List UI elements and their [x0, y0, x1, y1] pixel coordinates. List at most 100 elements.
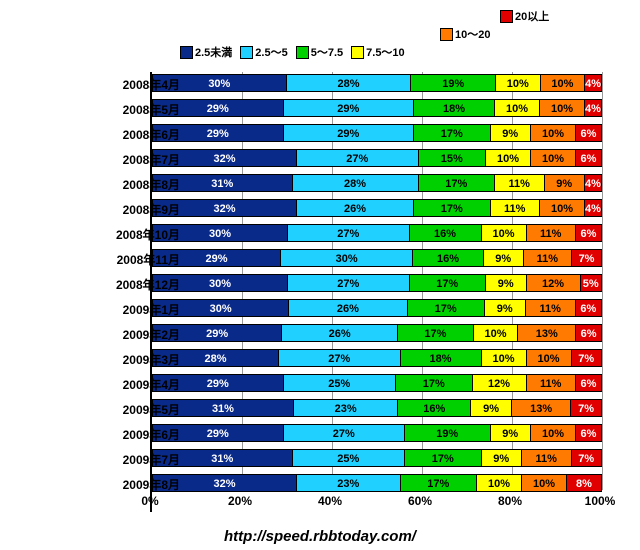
bar-row: 29%30%16%9%11%7% [152, 249, 602, 267]
bar-segment: 5% [580, 274, 603, 292]
bar-segment: 10% [476, 474, 521, 492]
bar-segment: 15% [418, 149, 486, 167]
bar-row: 31%28%17%11%9%4% [152, 174, 602, 192]
bar-segment: 6% [575, 149, 602, 167]
bar-segment: 27% [278, 349, 400, 367]
bar-row: 30%27%17%9%12%5% [152, 274, 602, 292]
bar-segment: 8% [566, 474, 602, 492]
legend-label: 7.5～10 [366, 44, 405, 60]
bar-segment: 10% [540, 74, 585, 92]
x-axis-label: 80% [498, 494, 522, 508]
bar-segment: 9% [490, 124, 531, 142]
bar-row: 30%26%17%9%11%6% [152, 299, 602, 317]
bar-segment: 10% [494, 99, 539, 117]
bar-segment: 17% [409, 274, 486, 292]
bar-segment: 25% [283, 374, 396, 392]
bar-row: 29%29%17%9%10%6% [152, 124, 602, 142]
bar-segment: 7% [570, 399, 602, 417]
legend-label: 2.5未満 [195, 44, 232, 60]
bar-segment: 16% [397, 399, 470, 417]
x-axis-label: 20% [228, 494, 252, 508]
bar-segment: 9% [481, 449, 522, 467]
legend-label: 5～7.5 [311, 44, 343, 60]
bar-segment: 12% [472, 374, 526, 392]
bar-segment: 6% [575, 299, 602, 317]
bar-segment: 9% [485, 274, 526, 292]
legend: 20以上 [500, 8, 557, 26]
bar-segment: 4% [584, 99, 602, 117]
bar-segment: 17% [404, 449, 481, 467]
bar-segment: 17% [395, 374, 472, 392]
bar-segment: 11% [494, 174, 544, 192]
bar-segment: 17% [418, 174, 495, 192]
bar-segment: 9% [470, 399, 511, 417]
bar-segment: 30% [280, 249, 412, 267]
bar-segment: 27% [283, 424, 405, 442]
bar-segment: 11% [521, 449, 571, 467]
y-axis-label: 2008年5月 [60, 101, 180, 118]
bar-segment: 18% [413, 99, 494, 117]
legend-item: 2.5～5 [240, 44, 287, 60]
bar-segment: 26% [296, 199, 413, 217]
bar-segment: 7% [571, 449, 603, 467]
legend-label: 20以上 [515, 8, 549, 24]
bar-row: 31%25%17%9%11%7% [152, 449, 602, 467]
bar-segment: 10% [485, 149, 530, 167]
bar-segment: 23% [293, 399, 398, 417]
bar-segment: 4% [584, 174, 602, 192]
bar-row: 30%28%19%10%10%4% [152, 74, 602, 92]
y-axis-label: 2009年7月 [60, 451, 180, 468]
bar-segment: 10% [539, 99, 584, 117]
bar-segment: 9% [490, 424, 531, 442]
bar-segment: 11% [490, 199, 540, 217]
bar-segment: 18% [400, 349, 481, 367]
bar-row: 29%25%17%12%11%6% [152, 374, 602, 392]
bar-segment: 17% [397, 324, 473, 342]
y-axis-label: 2008年10月 [60, 226, 180, 243]
bar-segment: 10% [481, 349, 526, 367]
bar-segment: 10% [530, 124, 575, 142]
legend-item: 10～20 [440, 26, 490, 42]
y-axis-label: 2008年9月 [60, 201, 180, 218]
bar-segment: 10% [521, 474, 566, 492]
plot-area: 30%28%19%10%10%4%29%29%18%10%10%4%29%29%… [150, 72, 602, 512]
bar-segment: 17% [413, 124, 490, 142]
legend-label: 10～20 [455, 26, 490, 42]
legend-swatch [240, 46, 253, 59]
bar-segment: 17% [407, 299, 484, 317]
bar-row: 32%27%15%10%10%6% [152, 149, 602, 167]
bar-segment: 25% [292, 449, 405, 467]
legend-swatch [440, 28, 453, 41]
x-axis-label: 60% [408, 494, 432, 508]
x-axis-label: 100% [585, 494, 616, 508]
bar-segment: 17% [400, 474, 477, 492]
bar-segment: 27% [287, 224, 409, 242]
bar-segment: 28% [286, 74, 411, 92]
bar-segment: 16% [412, 249, 483, 267]
x-axis-label: 40% [318, 494, 342, 508]
bar-segment: 19% [404, 424, 490, 442]
legend-item: 20以上 [500, 8, 549, 24]
bar-segment: 10% [530, 424, 575, 442]
y-axis-label: 2008年4月 [60, 76, 180, 93]
bar-segment: 27% [287, 274, 409, 292]
y-axis-label: 2008年7月 [60, 151, 180, 168]
bar-segment: 6% [575, 124, 602, 142]
x-axis-label: 0% [141, 494, 158, 508]
bar-segment: 6% [575, 224, 602, 242]
bar-segment: 4% [584, 74, 602, 92]
bar-segment: 12% [526, 274, 580, 292]
bar-segment: 6% [575, 424, 602, 442]
bar-segment: 17% [413, 199, 490, 217]
bar-segment: 13% [517, 324, 575, 342]
y-axis-label: 2009年4月 [60, 376, 180, 393]
y-axis-label: 2009年6月 [60, 426, 180, 443]
bar-segment: 29% [283, 124, 414, 142]
legend-swatch [351, 46, 364, 59]
bar-segment: 10% [539, 199, 584, 217]
legend-item: 7.5～10 [351, 44, 405, 60]
bar-segment: 29% [283, 99, 414, 117]
y-axis-label: 2009年2月 [60, 326, 180, 343]
legend: 2.5未満 2.5～5 5～7.5 7.5～10 [180, 44, 413, 62]
legend-swatch [296, 46, 309, 59]
